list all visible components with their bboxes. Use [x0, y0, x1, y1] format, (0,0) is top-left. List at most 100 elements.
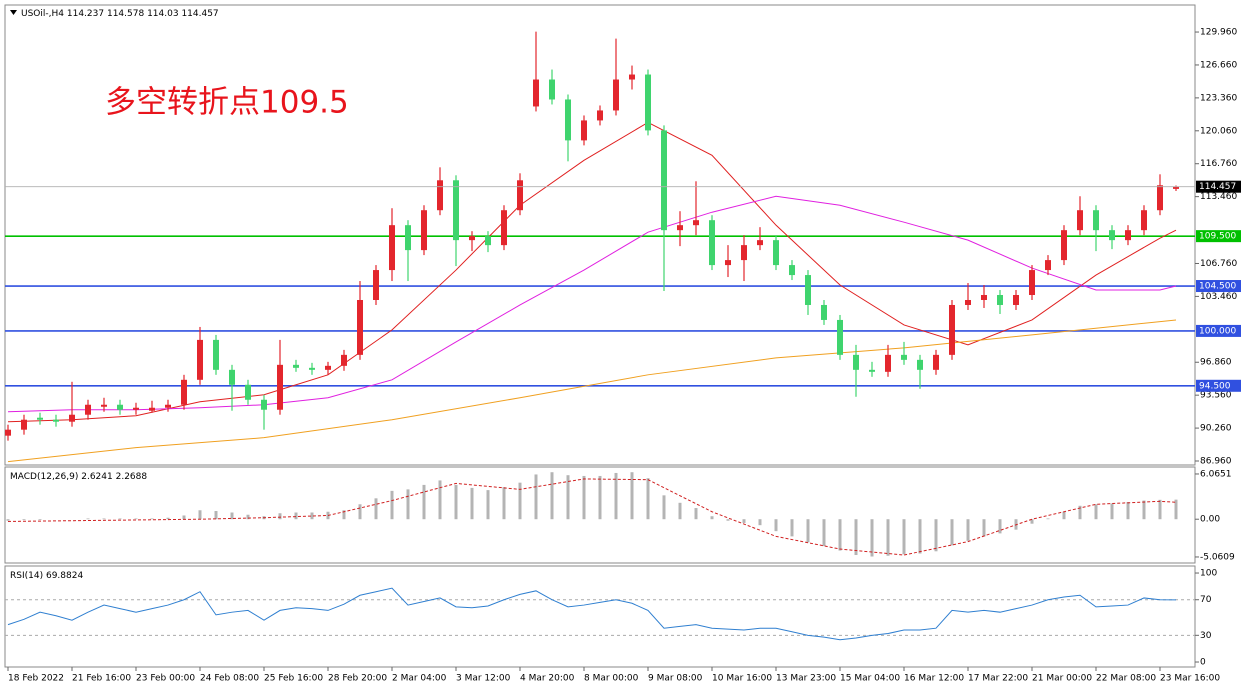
candle-body	[469, 236, 475, 241]
y-tick-label: 90.260	[1200, 424, 1232, 434]
y-tick-label: 120.060	[1200, 126, 1237, 136]
macd-bar	[678, 502, 682, 520]
macd-bar	[502, 487, 506, 520]
macd-bar	[486, 490, 490, 520]
x-tick-label: 16 Mar 12:00	[904, 674, 964, 684]
macd-bar	[518, 482, 522, 520]
candle-body	[1157, 185, 1163, 211]
macd-bar	[230, 512, 234, 520]
candle-body	[549, 79, 555, 100]
annotation: 多空转折点109.5	[105, 85, 349, 121]
macd-bar	[1078, 505, 1082, 520]
candle-body	[901, 354, 907, 360]
macd-bar	[918, 519, 922, 554]
macd-bar	[1126, 502, 1130, 520]
macd-bar	[902, 519, 906, 555]
macd-bar	[614, 472, 618, 520]
x-tick-label: 17 Mar 22:00	[968, 674, 1028, 684]
macd-bar	[774, 519, 778, 532]
candle-body	[981, 295, 987, 300]
open: 114.237	[67, 9, 104, 19]
y-tick-label: 113.460	[1200, 192, 1237, 202]
y-tick-label: 30	[1200, 631, 1212, 641]
candle-body	[229, 369, 235, 385]
signal-value: 2.2688	[116, 472, 148, 482]
x-tick-label: 8 Mar 00:00	[584, 674, 639, 684]
low: 114.03	[147, 9, 179, 19]
candle-body	[277, 364, 283, 410]
macd-bar	[870, 519, 874, 557]
macd-bar	[886, 519, 890, 556]
y-tick-label: 106.760	[1200, 259, 1237, 269]
high: 114.578	[107, 9, 144, 19]
y-tick-label: 103.460	[1200, 292, 1237, 302]
candle-body	[1173, 186, 1179, 189]
macd-bar	[166, 517, 170, 520]
macd-bar	[950, 519, 954, 546]
rsi-pane	[4, 565, 1196, 668]
macd-bar	[934, 519, 938, 552]
candle-body	[613, 79, 619, 111]
x-tick-label: 3 Mar 12:00	[456, 674, 511, 684]
macd-bar	[6, 519, 10, 521]
y-tick-label: 6.0651	[1200, 469, 1232, 479]
macd-bar	[1174, 499, 1178, 520]
macd-bar	[1030, 519, 1034, 524]
candle-body	[1125, 230, 1131, 241]
candle-body	[965, 299, 971, 305]
candle-body	[645, 74, 651, 131]
macd-bar	[470, 487, 474, 520]
y-tick-label: 96.860	[1200, 358, 1232, 368]
macd-bar	[390, 490, 394, 520]
macd-bar	[710, 516, 714, 520]
candle-body	[885, 354, 891, 372]
candle-body	[853, 354, 859, 370]
y-tick-label: 93.560	[1200, 391, 1232, 401]
candle-body	[437, 180, 443, 211]
y-tick-label: 100	[1200, 569, 1217, 579]
x-tick-label: 23 Feb 00:00	[136, 674, 195, 684]
macd-bar	[22, 519, 26, 520]
macd-bar	[1046, 518, 1050, 520]
candle-body	[597, 110, 603, 121]
rsi-header: RSI(14) 69.8824	[10, 571, 83, 581]
candle-body	[949, 304, 955, 355]
candle-body	[421, 210, 427, 251]
moving-average	[7, 319, 1177, 463]
macd-bar	[550, 472, 554, 520]
macd-bar	[790, 519, 794, 537]
macd-bar	[294, 512, 298, 520]
level-label: 94.500	[1199, 381, 1231, 391]
candle-body	[373, 270, 379, 300]
macd-bar	[646, 478, 650, 520]
candle-body	[341, 354, 347, 366]
macd-bar	[694, 508, 698, 520]
macd-bar	[374, 498, 378, 520]
candle-body	[261, 399, 267, 410]
rsi-value: 69.8824	[46, 571, 83, 581]
x-tick-label: 18 Feb 2022	[8, 674, 64, 684]
candle-body	[629, 74, 635, 80]
candle-body	[677, 225, 683, 231]
y-tick-label: 129.960	[1200, 28, 1237, 38]
macd-bar	[982, 519, 986, 537]
y-tick-label: -5.0609	[1200, 552, 1235, 562]
moving-average	[7, 121, 1177, 423]
x-tick-label: 4 Mar 20:00	[520, 674, 575, 684]
level-label-box	[1196, 230, 1241, 243]
macd-bar	[454, 484, 458, 520]
x-tick-label: 24 Feb 08:00	[200, 674, 259, 684]
x-tick-label: 21 Mar 00:00	[1032, 674, 1092, 684]
y-tick-label: 0	[1200, 658, 1206, 668]
macd-bar	[966, 519, 970, 541]
candle-body	[1109, 230, 1115, 241]
macd-bar	[278, 513, 282, 520]
candle-body	[293, 364, 299, 368]
candle-body	[101, 404, 107, 407]
x-tick-label: 22 Mar 08:00	[1096, 674, 1156, 684]
macd-bar	[1142, 500, 1146, 520]
macd-bar	[246, 514, 250, 520]
candle-body	[85, 404, 91, 415]
x-tick-label: 10 Mar 16:00	[712, 674, 772, 684]
current-price-box	[1196, 180, 1241, 193]
